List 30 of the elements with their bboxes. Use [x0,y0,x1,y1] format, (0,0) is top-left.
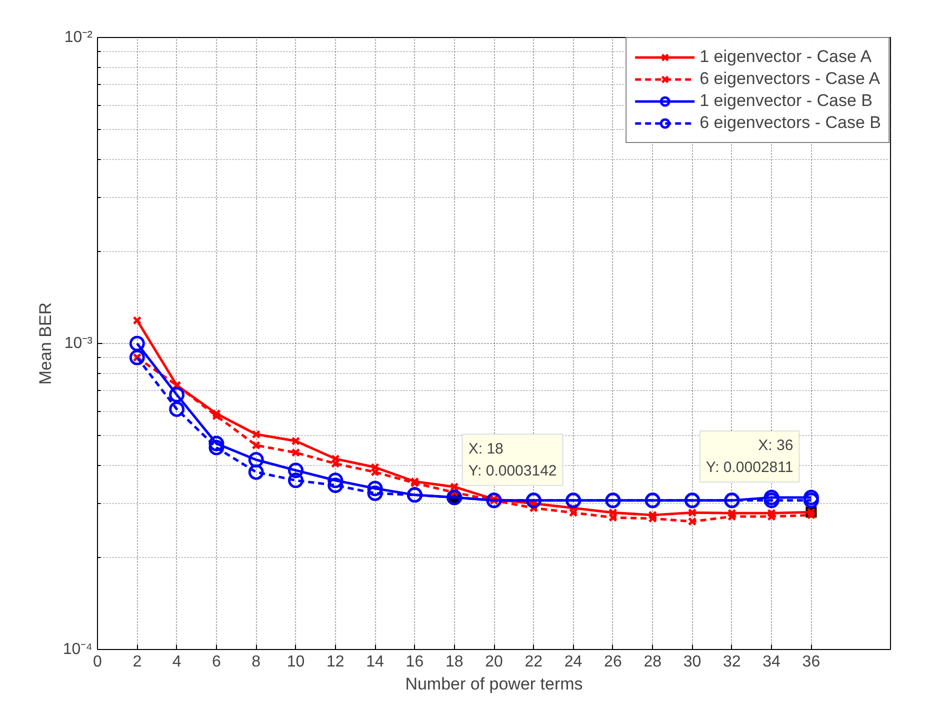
annotation: X: 36 Y: 0.0002811 [706,437,794,476]
x-tick-label: 26 [604,654,622,670]
x-tick-label: 28 [644,654,662,670]
y-tick-label: 10⁻⁴ [62,641,93,658]
y-axis-title: Mean BER [36,302,55,385]
x-tick-label: 20 [485,654,503,670]
x-tick-label: 32 [723,654,741,670]
legend-label: 1 eigenvector - Case B [700,90,872,112]
legend-label: 1 eigenvector - Case A [700,46,872,68]
x-tick-label: 16 [406,654,424,670]
x-tick-label: 4 [172,654,182,670]
y-tick-label: 10⁻³ [64,335,94,352]
legend-label: 6 eigenvectors - Case A [700,68,880,90]
x-tick-label: 12 [326,654,344,670]
y-tick-label: 10⁻² [64,29,94,46]
x-tick-label: 6 [212,654,221,670]
x-axis-title: Number of power terms [405,674,583,694]
x-tick-label: 10 [286,654,305,670]
legend-label: 6 eigenvectors - Case B [700,112,881,134]
x-tick-label: 8 [252,654,261,670]
x-tick-label: 34 [762,654,781,670]
annotation: X: 18 Y: 0.0003142 [468,440,557,480]
x-tick-label: 0 [93,654,102,670]
x-tick-label: 18 [445,654,464,670]
x-tick-label: 2 [132,654,142,670]
x-tick-label: 22 [524,654,543,670]
x-tick-label: 30 [683,654,702,670]
x-tick-label: 36 [802,654,820,670]
x-tick-label: 24 [564,654,582,670]
x-tick-label: 14 [366,654,384,670]
